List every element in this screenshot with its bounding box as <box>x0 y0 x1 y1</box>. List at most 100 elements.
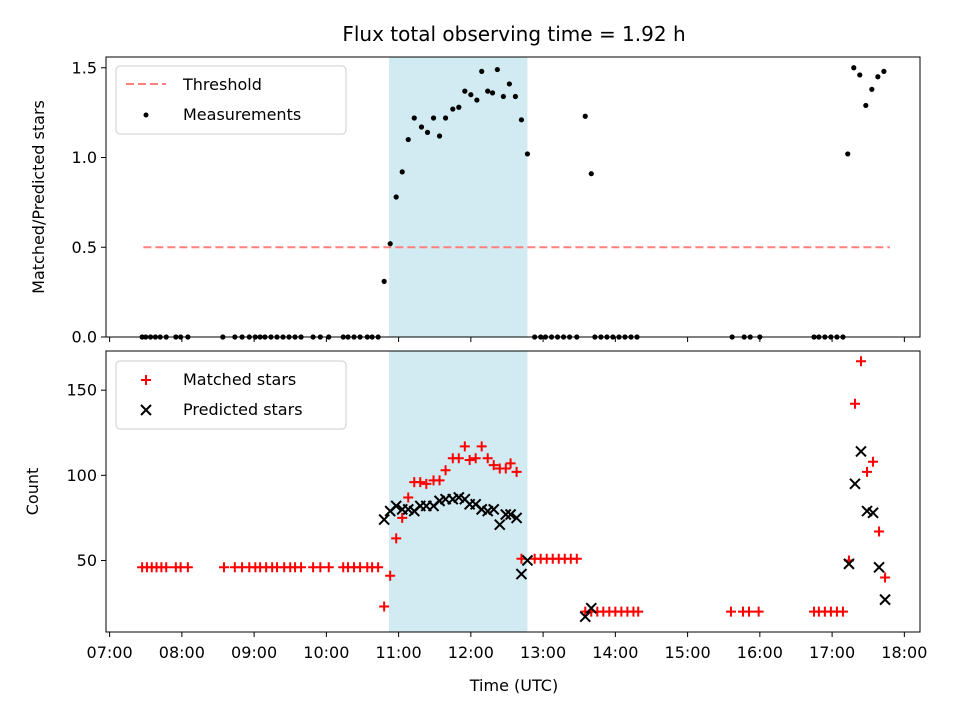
x-tick-label: 11:00 <box>376 643 422 662</box>
count-panel: 50 100 150 07:00 08:00 09:00 10:00 11:00 12:00 1… <box>23 350 927 662</box>
measurements-point <box>450 106 456 112</box>
matched-stars-point <box>633 606 644 617</box>
x-tick-label: 15:00 <box>665 643 711 662</box>
measurements-point <box>869 86 875 92</box>
measurements-point <box>399 169 405 175</box>
predicted-stars-point <box>390 500 402 512</box>
measurements-point <box>582 113 588 119</box>
x-tick-label: 12:00 <box>448 643 494 662</box>
count-y-axis: 50 100 150 <box>66 381 106 570</box>
legend-measurements-label: Measurements <box>183 105 301 124</box>
matched-stars-point <box>219 562 230 573</box>
y-tick-label: 100 <box>66 466 97 485</box>
predicted-stars-point <box>579 610 591 623</box>
measurements-point <box>411 115 417 121</box>
measurements-point <box>387 241 393 247</box>
measurements-point <box>851 65 857 71</box>
measurements-point <box>393 194 399 200</box>
measurements-point <box>588 171 594 177</box>
matched-stars-point <box>464 454 475 465</box>
y-tick-label: 0.5 <box>72 238 97 257</box>
measurements-point <box>857 72 863 78</box>
measurements-point <box>881 68 887 74</box>
matched-stars-point <box>403 492 414 503</box>
observing-span-top <box>388 57 528 337</box>
measurements-point <box>430 115 437 121</box>
matched-stars-point <box>874 526 885 537</box>
chart-title: Flux total observing time = 1.92 h <box>342 22 685 46</box>
y-tick-label: 1.0 <box>72 148 97 167</box>
measurement-legend: Threshold Measurements <box>115 65 347 135</box>
measurements-point <box>512 93 519 100</box>
predicted-stars-point <box>504 508 517 521</box>
matched-stars-point <box>373 562 384 573</box>
measurements-point <box>418 124 425 130</box>
predicted-stars-point <box>855 445 867 458</box>
matched-stars-point <box>421 478 432 489</box>
matched-stars-point <box>379 601 390 612</box>
count-y-axis-label: Count <box>23 468 42 516</box>
matched-stars-point <box>391 533 402 544</box>
legend-measurements-swatch <box>143 112 149 118</box>
matched-stars-point <box>440 465 451 476</box>
predicted-stars-point <box>521 554 534 567</box>
matched-stars-point <box>868 456 879 467</box>
observing-span-bottom <box>388 351 528 632</box>
measurements-point <box>863 102 869 109</box>
matched-stars-point <box>862 466 873 477</box>
measurements-point <box>875 74 881 80</box>
y-tick-label: 1.5 <box>72 58 97 77</box>
matched-stars-point <box>744 606 755 617</box>
matched-stars-point <box>323 562 334 573</box>
matched-stars-point <box>482 453 493 464</box>
x-tick-label: 16:00 <box>737 643 783 662</box>
count-legend-box <box>115 360 347 430</box>
matched-stars-point <box>182 562 193 573</box>
matched-stars-point <box>725 606 736 617</box>
predicted-stars-point <box>488 503 500 516</box>
predicted-stars-point <box>843 558 855 570</box>
x-tick-label: 14:00 <box>592 643 638 662</box>
matched-stars-point <box>500 463 511 474</box>
predicted-stars-point <box>510 512 523 524</box>
x-tick-label: 10:00 <box>303 643 349 662</box>
measurements-point <box>424 129 431 135</box>
predicted-stars-point <box>585 602 597 614</box>
measurement-y-axis: 0.0 0.5 1.0 1.5 <box>72 58 106 347</box>
count-legend: Matched stars Predicted stars <box>115 360 347 430</box>
matched-stars-point <box>855 356 866 367</box>
matched-stars-point <box>505 458 516 469</box>
x-tick-label: 18:00 <box>881 643 927 662</box>
legend-threshold-label: Threshold <box>182 75 262 94</box>
matched-stars-point <box>511 466 522 477</box>
predicted-stars-point <box>500 508 512 521</box>
legend-matched-label: Matched stars <box>183 370 296 389</box>
measurements-point <box>405 136 411 143</box>
predicted-stars-point <box>494 519 506 531</box>
measurement-panel: 0.0 0.5 1.0 1.5 Matched/Predicted stars Thr… <box>29 56 921 347</box>
x-tick-label: 13:00 <box>520 643 566 662</box>
matched-stars-point <box>415 477 426 488</box>
measurements-point <box>381 278 387 284</box>
matched-stars-point <box>753 606 764 617</box>
matched-stars-point <box>880 572 891 583</box>
matched-stars-point <box>837 606 848 617</box>
matched-stars-point <box>296 562 307 573</box>
measurements-point <box>479 68 485 74</box>
measurements-point <box>485 88 491 94</box>
matched-stars-point <box>161 562 172 573</box>
measurements-point <box>494 66 500 73</box>
matched-stars-point <box>453 453 464 464</box>
measurements-point <box>524 151 531 157</box>
y-tick-label: 0.0 <box>72 328 97 347</box>
legend-predicted-label: Predicted stars <box>183 400 303 419</box>
predicted-stars-point <box>879 593 891 606</box>
x-axis-label: Time (UTC) <box>469 676 558 695</box>
matched-stars-point <box>385 570 396 581</box>
x-tick-label: 08:00 <box>159 643 205 662</box>
measurements-point <box>468 92 474 98</box>
measurements-point <box>518 117 525 123</box>
measurements-point <box>474 97 480 103</box>
measurement-x-axis <box>109 337 905 342</box>
